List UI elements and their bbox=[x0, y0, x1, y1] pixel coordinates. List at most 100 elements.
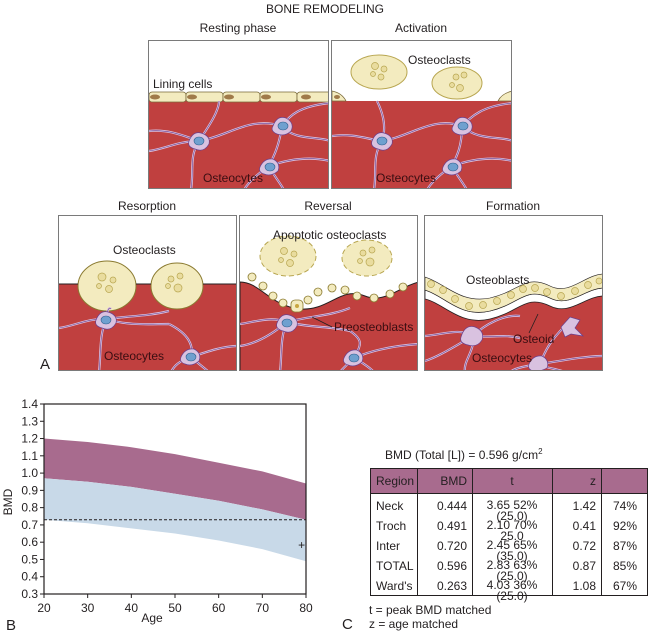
lining-cells bbox=[149, 91, 328, 103]
table-cell-region: Inter bbox=[376, 539, 401, 553]
formation-illustration: Osteoblasts Osteoid Osteocytes bbox=[425, 273, 602, 370]
table-row: Troch 0.491 2.10 70% 25.0 0.41 92% bbox=[371, 519, 647, 543]
x-axis-label: Age bbox=[141, 611, 163, 625]
table-cell-pct: 67% bbox=[612, 579, 638, 593]
panel-formation: Osteoblasts Osteoid Osteocytes bbox=[424, 215, 603, 371]
table-cell-bmd: 0.596 bbox=[436, 559, 467, 573]
osteoclasts bbox=[77, 260, 204, 312]
table-cell-pct: 92% bbox=[612, 519, 638, 533]
patient-point: + bbox=[298, 538, 305, 552]
panel-title-activation: Activation bbox=[394, 21, 448, 35]
y-tick-label: 0.4 bbox=[21, 570, 38, 584]
table-cell-pct: 87% bbox=[612, 539, 638, 553]
y-tick-label: 1.3 bbox=[21, 414, 38, 428]
label-preosteoblasts: Preosteoblasts bbox=[334, 320, 413, 334]
bone-matrix bbox=[332, 101, 511, 188]
x-tick-label: 30 bbox=[81, 601, 95, 615]
osteocytes bbox=[371, 117, 473, 176]
table-cell-t: 2.83 63% (25.0) bbox=[477, 558, 547, 583]
y-tick-label: 1.2 bbox=[21, 432, 38, 446]
label-apoptotic-osteoclasts: Apoptotic osteoclasts bbox=[273, 228, 386, 242]
osteoid-leader-line bbox=[528, 313, 539, 334]
apoptotic-osteoclasts bbox=[259, 235, 393, 277]
preosteoblasts-leader-line bbox=[311, 316, 333, 328]
panel-letter-c: C bbox=[342, 616, 353, 633]
label-osteoid: Osteoid bbox=[513, 332, 554, 346]
table-header-cell: BMD bbox=[440, 474, 467, 488]
t-age: (35.0) bbox=[496, 549, 528, 563]
x-tick-label: 60 bbox=[212, 601, 226, 615]
t-value: 2.45 65% bbox=[486, 538, 538, 552]
table-cell-z: 1.08 bbox=[572, 579, 596, 593]
table-cell-region: TOTAL bbox=[376, 559, 414, 573]
t-age: (25.0) bbox=[496, 569, 528, 583]
label-osteocytes: Osteocytes bbox=[203, 171, 263, 185]
label-osteocytes: Osteocytes bbox=[104, 349, 164, 363]
y-tick-label: 1.0 bbox=[21, 466, 38, 480]
table-cell-bmd: 0.444 bbox=[436, 499, 467, 513]
label-lining-cells: Lining cells bbox=[153, 77, 212, 91]
table-column-divider bbox=[472, 469, 473, 595]
table-cell-bmd: 0.720 bbox=[436, 539, 467, 553]
t-age: (25.0) bbox=[496, 509, 528, 523]
table-row: Inter 0.720 2.45 65% (35.0) 0.72 87% bbox=[371, 538, 647, 563]
x-tick-label: 50 bbox=[168, 601, 182, 615]
resorption-illustration: Osteoclasts Osteocytes bbox=[59, 243, 236, 370]
panel-letter-b: B bbox=[6, 617, 16, 634]
patient-point-marker: + bbox=[298, 538, 305, 552]
table-cell-region: Troch bbox=[376, 519, 407, 533]
y-axis-label: BMD bbox=[1, 488, 15, 515]
x-tick-label: 80 bbox=[299, 601, 313, 615]
table-notes: t = peak BMD matched z = age matched bbox=[369, 603, 491, 631]
x-axis: 20 30 40 50 60 70 80 bbox=[37, 594, 313, 615]
t-value: 3.65 52% bbox=[486, 498, 538, 512]
x-tick-label: 40 bbox=[125, 601, 139, 615]
y-tick-label: 0.5 bbox=[21, 552, 38, 566]
chart-bands bbox=[44, 438, 306, 562]
table-column-divider bbox=[601, 469, 602, 595]
y-tick-label: 0.3 bbox=[21, 587, 38, 601]
table-cell-region: Neck bbox=[376, 499, 404, 513]
t-age: 25.0 bbox=[500, 529, 524, 543]
osteocyte-network-outline bbox=[149, 100, 328, 188]
table-row: Ward's 0.263 4.03 36% (25.0) 1.08 67% bbox=[371, 578, 647, 603]
osteoblast-nuclei bbox=[427, 277, 602, 310]
table-title-sup: 2 bbox=[538, 447, 543, 456]
table-cell-region: Ward's bbox=[376, 579, 413, 593]
y-tick-label: 0.9 bbox=[21, 483, 38, 497]
t-age: (25.0) bbox=[496, 589, 528, 603]
bmd-chart: + 20 30 40 50 60 70 80 0.3 0.4 0.5 0.6 0.7 0.8 0.9 1.… bbox=[1, 397, 313, 634]
reversal-illustration: Apoptotic osteoclasts Preosteoblasts bbox=[240, 228, 417, 370]
table-title: BMD (Total [L]) = 0.596 g/cm2 bbox=[385, 447, 543, 462]
osteocytes bbox=[188, 117, 293, 176]
label-osteoclasts: Osteoclasts bbox=[113, 243, 176, 257]
panel-title-formation: Formation bbox=[485, 199, 541, 213]
y-tick-label: 1.4 bbox=[21, 397, 38, 411]
preosteoblasts bbox=[247, 272, 408, 313]
panel-letter-a: A bbox=[40, 356, 51, 373]
figure-title: BONE REMODELING bbox=[265, 2, 385, 16]
panel-title-reversal: Reversal bbox=[304, 199, 352, 213]
table-row: TOTAL 0.596 2.83 63% (25.0) 0.87 85% bbox=[371, 558, 647, 583]
t-value: 4.03 36% bbox=[486, 578, 538, 592]
y-tick-label: 0.7 bbox=[21, 518, 38, 532]
x-tick-label: 20 bbox=[37, 601, 51, 615]
note-z: z = age matched bbox=[369, 617, 459, 631]
t-value: 2.83 63% bbox=[486, 558, 538, 572]
osteocytes bbox=[460, 316, 585, 370]
osteocytes bbox=[95, 311, 201, 366]
table-cell-t: 2.45 65% (35.0) bbox=[477, 538, 547, 563]
table-cell-t: 2.10 70% 25.0 bbox=[477, 519, 547, 543]
y-tick-label: 1.1 bbox=[21, 449, 38, 463]
y-axis: 0.3 0.4 0.5 0.6 0.7 0.8 0.9 1.0 1.1 1.2 1.3 1.4 bbox=[21, 397, 44, 601]
table-column-divider bbox=[552, 469, 553, 595]
osteocytes bbox=[276, 314, 364, 367]
note-t: t = peak BMD matched bbox=[369, 603, 492, 617]
table-header-cell: Region bbox=[376, 474, 415, 488]
resting-illustration: Lining cells Osteocytes bbox=[149, 77, 328, 188]
table-cell-bmd: 0.491 bbox=[436, 519, 467, 533]
table-row: Neck 0.444 3.65 52% (25.0) 1.42 74% bbox=[371, 498, 647, 523]
table-cell-z: 0.72 bbox=[572, 539, 596, 553]
upper-band-area bbox=[44, 438, 306, 520]
table-cell-bmd: 0.263 bbox=[436, 579, 467, 593]
